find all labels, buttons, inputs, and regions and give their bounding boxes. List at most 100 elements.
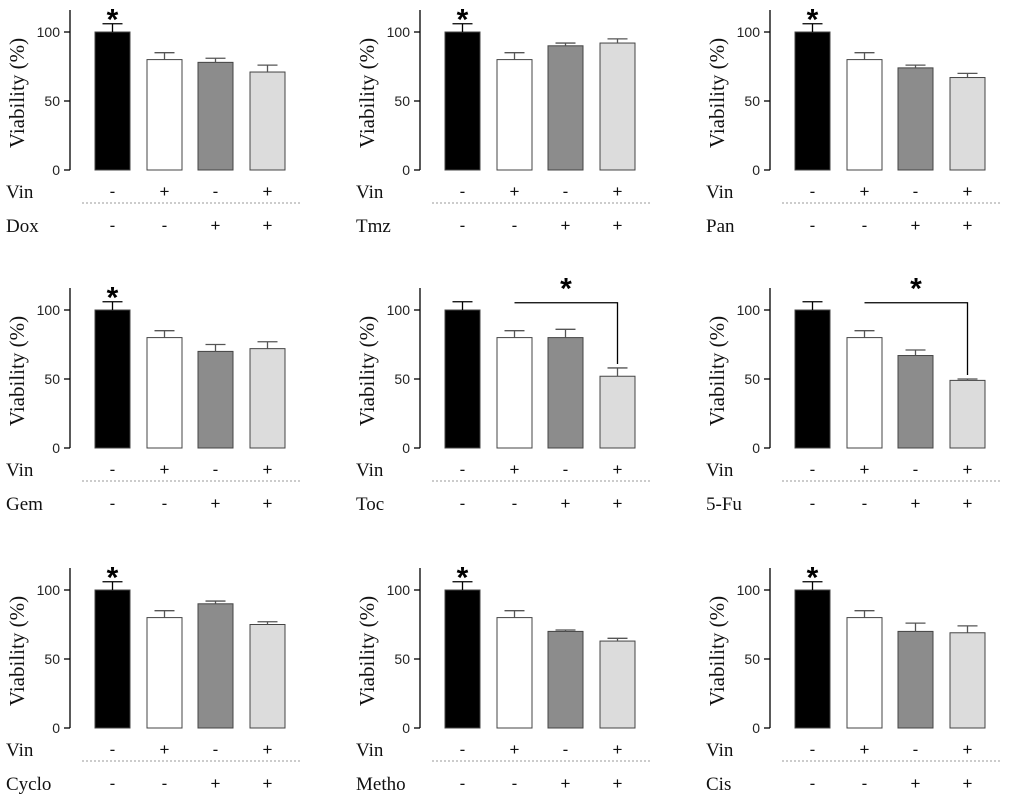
condition-sign: - <box>460 460 466 479</box>
condition-sign: + <box>510 460 520 479</box>
significance-star: * <box>560 273 572 306</box>
bar <box>794 309 831 449</box>
condition-sign: + <box>860 740 870 759</box>
y-axis-label: Viability (%) <box>355 316 379 426</box>
condition-sign: - <box>460 216 466 235</box>
bar <box>846 337 883 449</box>
condition-sign: - <box>913 460 919 479</box>
chart-panel: Viability (%) 0 50 100 * Vin - + - + Cis - - + + <box>705 562 1002 795</box>
condition-label: Vin <box>356 182 384 203</box>
condition-sign: + <box>263 460 273 479</box>
significance-star: * <box>107 282 119 315</box>
condition-sign: - <box>512 774 518 793</box>
condition-sign: - <box>460 494 466 513</box>
bar <box>146 617 183 729</box>
bar <box>94 309 131 449</box>
y-tick-label: 100 <box>387 24 411 40</box>
y-axis-label: Viability (%) <box>5 38 29 148</box>
condition-sign: + <box>263 182 273 201</box>
condition-sign: + <box>263 494 273 513</box>
condition-sign: + <box>263 774 273 793</box>
condition-sign: - <box>563 460 569 479</box>
condition-sign: + <box>211 494 221 513</box>
condition-sign: - <box>563 182 569 201</box>
bar <box>249 348 286 449</box>
significance-bracket <box>514 302 619 364</box>
y-axis-label: Viability (%) <box>705 316 729 426</box>
significance-bracket <box>864 302 969 375</box>
condition-label: Dox <box>6 216 39 237</box>
significance-star: * <box>807 562 819 595</box>
condition-sign: + <box>963 460 973 479</box>
bar <box>94 589 131 729</box>
condition-sign: - <box>162 216 168 235</box>
condition-label: Vin <box>356 460 384 481</box>
condition-sign: + <box>963 740 973 759</box>
significance-star: * <box>107 4 119 37</box>
y-tick-label: 50 <box>394 371 410 387</box>
bar <box>444 31 481 171</box>
y-tick-label: 50 <box>744 371 760 387</box>
bar <box>496 337 533 449</box>
condition-sign: + <box>911 774 921 793</box>
bar <box>846 617 883 729</box>
y-tick-label: 100 <box>737 24 761 40</box>
condition-sign: - <box>162 774 168 793</box>
condition-sign: - <box>213 740 219 759</box>
condition-sign: + <box>963 182 973 201</box>
y-tick-label: 100 <box>37 24 61 40</box>
bar <box>444 589 481 729</box>
condition-sign: + <box>613 740 623 759</box>
chart-panel: Viability (%) 0 50 100 * Vin - + - + Gem - - + + <box>5 282 302 515</box>
chart-panel: Viability (%) 0 50 100 * Vin - + - + Pan - - + + <box>705 4 1002 237</box>
y-tick-label: 0 <box>752 720 760 736</box>
y-tick-label: 100 <box>37 582 61 598</box>
condition-sign: - <box>563 740 569 759</box>
condition-sign: + <box>160 460 170 479</box>
condition-sign: - <box>110 216 116 235</box>
condition-label: Toc <box>356 494 384 515</box>
y-tick-label: 0 <box>52 162 60 178</box>
condition-sign: - <box>110 740 116 759</box>
condition-sign: - <box>110 774 116 793</box>
bar <box>599 640 636 729</box>
significance-star: * <box>457 4 469 37</box>
condition-label: Gem <box>6 494 43 515</box>
y-tick-label: 50 <box>744 93 760 109</box>
condition-sign: + <box>211 774 221 793</box>
bar <box>197 61 234 171</box>
condition-sign: + <box>510 182 520 201</box>
chart-panel: Viability (%) 0 50 100 * Vin - + - + Metho - - + + <box>355 562 652 795</box>
condition-sign: - <box>110 494 116 513</box>
y-tick-label: 0 <box>402 440 410 456</box>
condition-sign: - <box>810 774 816 793</box>
condition-label: Cis <box>706 774 731 795</box>
condition-sign: + <box>263 740 273 759</box>
condition-label: Vin <box>6 740 34 761</box>
condition-label: Vin <box>6 182 34 203</box>
y-tick-label: 0 <box>402 720 410 736</box>
bar <box>197 603 234 729</box>
chart-panel: Viability (%) 0 50 100 * Vin - + - + Cyclo - - + + <box>5 562 302 795</box>
condition-sign: + <box>263 216 273 235</box>
y-tick-label: 50 <box>44 371 60 387</box>
y-axis-label: Viability (%) <box>355 38 379 148</box>
condition-sign: - <box>810 494 816 513</box>
chart-panel: Viability (%) 0 50 100 * Vin - + - + Dox - - + + <box>5 4 302 237</box>
condition-sign: + <box>561 774 571 793</box>
condition-sign: - <box>810 740 816 759</box>
y-tick-label: 50 <box>44 651 60 667</box>
condition-label: Metho <box>356 774 406 795</box>
condition-sign: + <box>911 494 921 513</box>
bar <box>146 337 183 449</box>
y-tick-label: 0 <box>752 440 760 456</box>
condition-sign: + <box>613 182 623 201</box>
significance-star: * <box>107 562 119 595</box>
bar <box>599 42 636 171</box>
bar <box>897 630 934 729</box>
condition-sign: + <box>510 740 520 759</box>
chart-panel: Viability (%) 0 50 100 * Vin - + - + Toc - - + + <box>355 273 652 515</box>
bar <box>547 630 584 729</box>
condition-label: Vin <box>706 740 734 761</box>
y-axis-label: Viability (%) <box>355 596 379 706</box>
